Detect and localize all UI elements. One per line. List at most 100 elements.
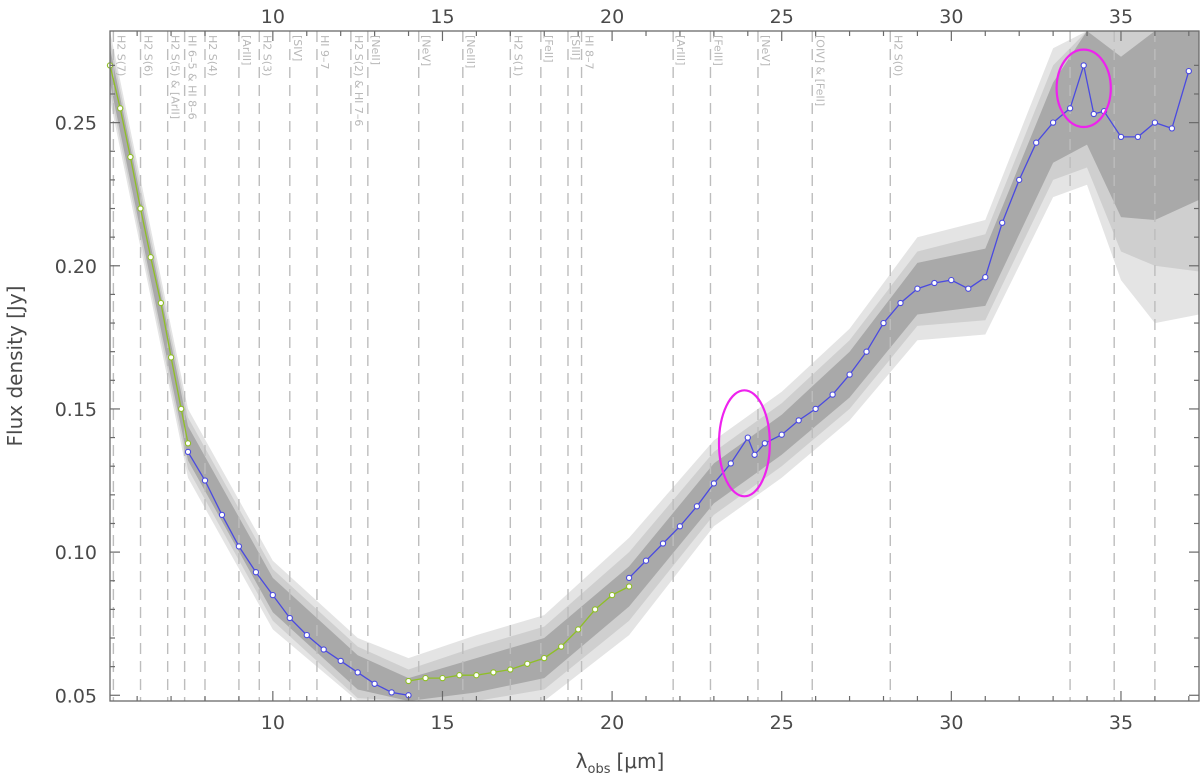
data-point-3-35 bbox=[1185, 67, 1192, 75]
data-point-1-2 bbox=[218, 511, 226, 519]
data-point-3-5 bbox=[710, 480, 718, 487]
data-point-1-12 bbox=[388, 689, 395, 696]
x-tick-label-top-2: 20 bbox=[600, 6, 624, 28]
line-marker-label-13: H2 S(1) bbox=[511, 35, 524, 76]
data-point-2-13 bbox=[625, 583, 633, 590]
data-point-1-5 bbox=[269, 591, 276, 599]
x-tick-label-bottom-1: 15 bbox=[430, 712, 454, 734]
data-point-3-31 bbox=[1117, 133, 1125, 141]
data-point-1-1 bbox=[201, 477, 209, 484]
data-point-0-8 bbox=[184, 440, 192, 447]
data-point-2-2 bbox=[439, 674, 446, 682]
data-point-2-3 bbox=[456, 672, 463, 679]
series-segment-1 bbox=[187, 451, 409, 696]
data-point-2-0 bbox=[405, 677, 412, 685]
data-point-1-10 bbox=[354, 669, 361, 676]
line-marker-label-7: [SIV] bbox=[291, 35, 304, 61]
x-tick-label-top-4: 30 bbox=[939, 6, 963, 28]
data-point-3-27 bbox=[1066, 105, 1074, 112]
data-point-3-28 bbox=[1080, 62, 1087, 69]
data-point-2-10 bbox=[575, 626, 582, 633]
data-point-3-19 bbox=[931, 279, 938, 287]
line-marker-label-18: [FeIII] bbox=[712, 35, 725, 66]
data-point-0-3 bbox=[137, 205, 144, 212]
line-marker-label-8: HI 9–7 bbox=[318, 35, 331, 70]
data-point-2-1 bbox=[422, 674, 429, 682]
data-point-3-3 bbox=[676, 523, 684, 530]
x-axis-label: λobs [μm] bbox=[576, 749, 665, 777]
data-point-3-1 bbox=[642, 557, 650, 564]
line-marker-label-11: [NeV] bbox=[420, 35, 433, 66]
data-point-0-4 bbox=[147, 254, 154, 261]
data-point-2-9 bbox=[558, 643, 565, 650]
highlight-ellipse-1 bbox=[1055, 48, 1112, 129]
line-marker-label-1: H2 S(6) bbox=[142, 35, 155, 76]
data-point-1-8 bbox=[320, 646, 327, 653]
x-tick-label-top-3: 25 bbox=[770, 6, 794, 28]
line-marker-label-14: [FeII] bbox=[542, 35, 555, 63]
data-point-3-32 bbox=[1134, 133, 1142, 141]
x-tick-label-top-0: 10 bbox=[261, 6, 285, 28]
data-point-1-6 bbox=[286, 614, 293, 622]
data-point-1-3 bbox=[235, 543, 243, 550]
data-point-3-25 bbox=[1033, 139, 1040, 146]
data-point-3-18 bbox=[914, 285, 921, 292]
x-tick-label-bottom-4: 30 bbox=[939, 712, 963, 734]
line-marker-label-3: HI 6–5 & HI 8–6 bbox=[186, 35, 199, 120]
line-marker-label-20: [OIV] & [FeII] bbox=[813, 35, 826, 106]
x-tick-label-bottom-3: 25 bbox=[770, 712, 794, 734]
line-marker-label-9: H2 S(2) & HI 7–6 bbox=[352, 35, 365, 126]
data-point-3-15 bbox=[863, 348, 870, 355]
x-tick-label-bottom-0: 10 bbox=[261, 712, 285, 734]
data-point-1-7 bbox=[303, 631, 310, 639]
uncertainty-bands bbox=[110, 31, 1199, 701]
x-tick-label-bottom-2: 20 bbox=[600, 712, 624, 734]
data-point-3-12 bbox=[812, 405, 819, 413]
data-point-0-2 bbox=[127, 153, 134, 161]
highlight-ellipses bbox=[717, 48, 1112, 498]
y-tick-label-3: 0.20 bbox=[55, 256, 97, 278]
line-marker-label-21: H2 S(0) bbox=[891, 35, 904, 76]
line-marker-label-2: H2 S(5) & [ArII] bbox=[169, 35, 182, 119]
data-point-3-17 bbox=[897, 299, 904, 307]
data-point-3-16 bbox=[880, 319, 887, 327]
plot-frame bbox=[109, 30, 1200, 702]
data-point-2-8 bbox=[541, 654, 548, 662]
data-point-0-6 bbox=[167, 354, 175, 361]
data-point-3-2 bbox=[659, 540, 667, 547]
data-point-3-9 bbox=[761, 440, 768, 447]
x-axis-label-base: λ bbox=[576, 749, 588, 773]
data-point-2-7 bbox=[524, 660, 531, 667]
x-tick-label-top-5: 35 bbox=[1109, 6, 1133, 28]
data-point-3-24 bbox=[1016, 176, 1023, 184]
line-marker-label-0: H2 S(7) bbox=[114, 35, 127, 76]
y-axis-label: Flux density [Jy] bbox=[3, 286, 27, 447]
data-point-3-23 bbox=[999, 219, 1006, 226]
x-axis-label-unit: [μm] bbox=[617, 749, 665, 773]
data-point-3-22 bbox=[982, 274, 989, 281]
line-marker-label-4: H2 S(4) bbox=[206, 35, 219, 76]
y-tick-label-1: 0.10 bbox=[55, 542, 97, 564]
data-point-1-0 bbox=[184, 448, 192, 456]
line-marker-label-5: [ArIII] bbox=[240, 35, 253, 65]
spectrum-series bbox=[106, 62, 1192, 699]
data-point-3-13 bbox=[829, 391, 836, 398]
y-tick-label-2: 0.15 bbox=[55, 399, 97, 421]
line-marker-label-17: [ArIII] bbox=[674, 35, 687, 65]
data-point-3-21 bbox=[965, 285, 972, 292]
data-point-2-6 bbox=[507, 666, 514, 673]
data-point-3-29 bbox=[1090, 110, 1097, 118]
data-point-2-5 bbox=[490, 669, 497, 676]
data-point-0-5 bbox=[157, 299, 165, 307]
data-point-2-12 bbox=[608, 591, 616, 599]
data-point-0-1 bbox=[117, 105, 124, 112]
data-point-3-6 bbox=[727, 460, 734, 467]
data-point-3-34 bbox=[1168, 125, 1176, 132]
line-marker-label-19: [NeV] bbox=[759, 35, 772, 66]
line-marker-label-6: H2 S(3) bbox=[260, 35, 273, 76]
y-tick-label-4: 0.25 bbox=[55, 113, 97, 135]
line-marker-label-12: [NeIII] bbox=[464, 35, 477, 68]
x-tick-label-bottom-5: 35 bbox=[1109, 712, 1133, 734]
line-marker-label-15: [SIII] bbox=[569, 35, 582, 60]
